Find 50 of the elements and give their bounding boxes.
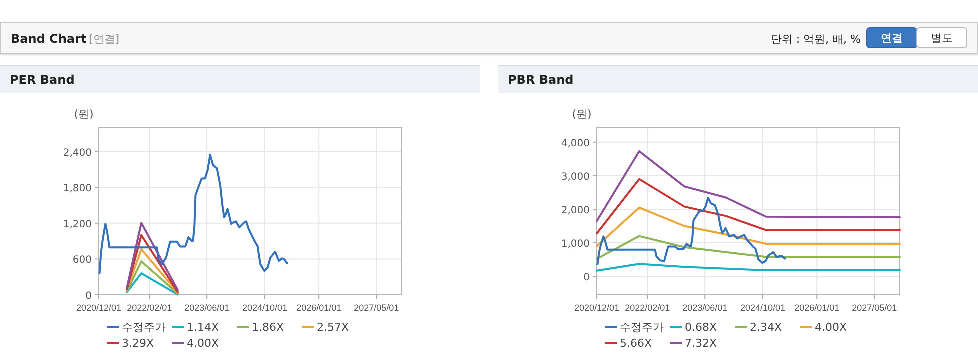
x-tick-label: 2023/06/01 (184, 303, 230, 313)
y-tick-label: 1,000 (561, 239, 590, 250)
y-axis-title: (원) (572, 108, 592, 121)
legend-label: 1.86X (252, 321, 284, 334)
legend-label: 수정주가 (122, 321, 166, 334)
x-tick-label: 2022/02/01 (127, 303, 172, 313)
x-tick-label: 2023/06/01 (682, 303, 728, 313)
y-tick-label: 0 (86, 291, 92, 302)
x-tick-label: 2027/05/01 (354, 303, 400, 313)
legend-label: 2.57X (317, 321, 350, 334)
text: Band Chart (11, 32, 87, 46)
legend-label: 4.00X (815, 321, 848, 334)
line-series (596, 196, 786, 266)
line-series (596, 150, 901, 222)
y-tick-label: 1,200 (63, 219, 92, 230)
x-tick-label: 2020/12/01 (574, 303, 620, 313)
x-tick-label: 2026/01/01 (794, 303, 840, 313)
legend-label: 0.68X (685, 321, 718, 334)
chart-title: PBR Band (508, 73, 574, 87)
y-tick-label: 0 (584, 272, 590, 284)
y-tick-label: 2,000 (561, 205, 590, 216)
x-tick-label: 2027/05/01 (852, 303, 898, 313)
text: 별도 (931, 32, 953, 45)
text: [연결] (89, 33, 120, 46)
y-tick-label: 2,400 (63, 148, 92, 159)
line-series (596, 206, 901, 248)
legend-label: 수정주가 (620, 321, 664, 334)
x-tick-label: 2024/10/01 (740, 303, 786, 313)
y-tick-label: 1,800 (63, 184, 92, 195)
legend-label: 5.66X (620, 337, 652, 350)
y-tick-label: 600 (72, 255, 92, 266)
legend-label: 2.34X (750, 321, 782, 334)
y-tick-label: 3,000 (561, 172, 590, 183)
x-tick-label: 2022/02/01 (625, 303, 670, 313)
x-tick-label: 2026/01/01 (296, 303, 342, 313)
legend-label: 1.14X (187, 321, 220, 334)
y-tick-label: 4,000 (561, 138, 590, 150)
y-axis-title: (원) (74, 108, 94, 121)
line-series (596, 178, 901, 235)
legend-label: 4.00X (187, 337, 220, 350)
x-tick-label: 2020/12/01 (76, 303, 122, 313)
line-series (596, 263, 901, 272)
text: 연결 (881, 32, 903, 45)
x-tick-label: 2024/10/01 (242, 303, 288, 313)
line-series (98, 154, 288, 275)
legend-label: 7.32X (685, 337, 718, 350)
legend-label: 3.29X (122, 337, 154, 350)
text: 단위 : 억원, 배, % (770, 33, 861, 46)
chart-title: PER Band (10, 73, 75, 87)
line-series (596, 235, 901, 260)
